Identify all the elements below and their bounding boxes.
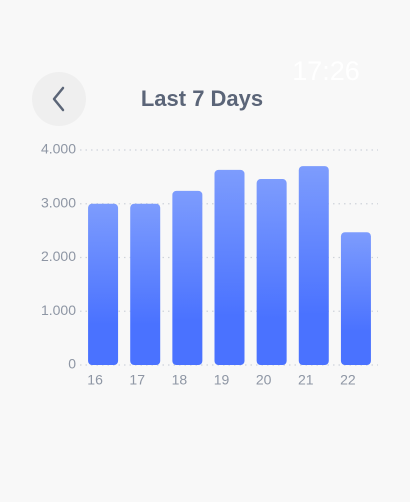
bar bbox=[172, 190, 203, 365]
x-tick-label: 22 bbox=[340, 372, 356, 388]
y-tick-label: 1.000 bbox=[41, 302, 76, 318]
x-tick-label: 16 bbox=[87, 372, 103, 388]
back-icon[interactable] bbox=[52, 86, 65, 112]
back-button[interactable] bbox=[32, 72, 86, 126]
bar bbox=[130, 203, 161, 365]
bar bbox=[214, 169, 245, 365]
x-tick-label: 18 bbox=[172, 372, 188, 388]
bar bbox=[298, 166, 329, 365]
back-button-bg[interactable] bbox=[32, 72, 86, 126]
y-tick-label: 0 bbox=[68, 356, 76, 372]
bar bbox=[88, 203, 119, 365]
x-tick-label: 17 bbox=[129, 372, 145, 388]
bar bbox=[256, 179, 287, 365]
status-time: 17:26 bbox=[292, 56, 360, 86]
y-tick-label: 2.000 bbox=[41, 248, 76, 264]
chart-title: Last 7 Days bbox=[141, 86, 263, 111]
y-tick-label: 4.000 bbox=[41, 141, 76, 157]
x-tick-label: 19 bbox=[214, 372, 230, 388]
x-tick-label: 21 bbox=[298, 372, 314, 388]
y-tick-label: 3.000 bbox=[41, 194, 76, 210]
x-tick-label: 20 bbox=[256, 372, 272, 388]
bar bbox=[340, 232, 371, 365]
